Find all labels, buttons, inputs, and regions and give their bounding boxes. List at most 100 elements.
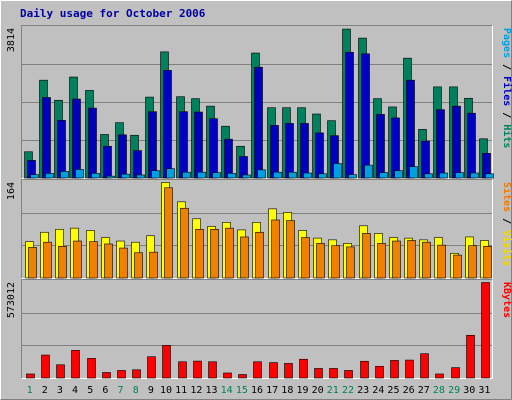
bar-visits-sites-29: [453, 254, 462, 279]
x-tick-label: 30: [463, 385, 475, 396]
bar-hits-pages-14: [227, 173, 236, 179]
bar-hits-pages-21: [333, 163, 342, 179]
bar-hits-pages-24: [379, 172, 388, 179]
bar-hits-files-10: [163, 70, 172, 179]
x-tick-label: 26: [403, 385, 415, 396]
bar-hits-pages-29: [455, 172, 464, 179]
x-tick-label: 29: [448, 385, 460, 396]
bar-kbytes-kbytes-13: [208, 361, 217, 379]
bar-hits-pages-17: [273, 171, 282, 179]
bar-hits-pages-15: [242, 174, 251, 179]
x-tick-label: 25: [387, 385, 399, 396]
bar-visits-sites-13: [210, 229, 219, 279]
bar-kbytes-kbytes-12: [193, 360, 202, 379]
bar-visits-sites-4: [73, 240, 82, 279]
x-tick-label: 13: [205, 385, 217, 396]
x-tick-label: 4: [72, 385, 78, 396]
bar-hits-pages-22: [348, 174, 357, 179]
x-tick-label: 15: [236, 385, 248, 396]
bar-hits-files-9: [148, 111, 157, 179]
y-max-label-hits: 3814: [6, 28, 17, 52]
bar-kbytes-kbytes-18: [284, 363, 293, 379]
bar-visits-sites-1: [28, 247, 37, 279]
bar-hits-files-20: [315, 132, 324, 179]
bar-visits-sites-26: [407, 240, 416, 279]
bar-kbytes-kbytes-8: [132, 369, 141, 379]
bar-hits-files-13: [209, 118, 218, 179]
bar-hits-pages-3: [60, 171, 69, 179]
legend-entry: /: [501, 212, 512, 230]
bar-hits-files-17: [270, 125, 279, 179]
bar-kbytes-kbytes-29: [451, 367, 460, 379]
bar-hits-files-12: [194, 111, 203, 179]
x-tick-label: 20: [312, 385, 324, 396]
bar-hits-files-14: [224, 138, 233, 179]
bar-kbytes-kbytes-19: [299, 358, 308, 379]
bar-hits-files-11: [179, 111, 188, 179]
bar-visits-sites-30: [468, 245, 477, 279]
bar-visits-sites-31: [483, 246, 492, 279]
bar-visits-sites-28: [437, 244, 446, 279]
y-max-label-visits: 164: [6, 182, 17, 200]
bar-kbytes-kbytes-27: [420, 353, 429, 379]
bar-kbytes-kbytes-15: [238, 374, 247, 379]
bar-hits-files-24: [376, 114, 385, 179]
bar-visits-sites-6: [104, 243, 113, 279]
bar-hits-pages-12: [197, 171, 206, 179]
bar-visits-sites-14: [225, 227, 234, 279]
bar-hits-files-7: [118, 134, 127, 179]
bar-hits-pages-19: [303, 172, 312, 179]
x-tick-label: 5: [87, 385, 93, 396]
x-tick-label: 9: [148, 385, 154, 396]
bar-kbytes-kbytes-31: [481, 282, 490, 379]
x-tick-label: 31: [478, 385, 490, 396]
bar-hits-files-8: [133, 150, 142, 179]
x-tick-label: 27: [418, 385, 430, 396]
bar-kbytes-kbytes-10: [162, 345, 171, 379]
bar-hits-pages-1: [30, 174, 39, 179]
bar-hits-files-26: [406, 79, 415, 179]
bar-visits-sites-11: [180, 207, 189, 279]
x-axis-labels: 1 2 3 4 5 6 7 8 9 10 11 12 13 14 15 16 17 18 19 20 21 22 23 24 2…: [27, 385, 491, 396]
bar-visits-sites-16: [255, 231, 264, 279]
bar-kbytes-kbytes-21: [329, 368, 338, 379]
x-tick-label: 10: [160, 385, 172, 396]
legend-entry: Visits: [501, 230, 512, 266]
bar-kbytes-kbytes-11: [178, 361, 187, 379]
x-tick-label: 6: [102, 385, 108, 396]
bar-hits-pages-8: [136, 174, 145, 179]
bar-hits-files-4: [72, 98, 81, 179]
bar-visits-sites-20: [316, 243, 325, 279]
legend-entry: Sites: [501, 182, 512, 212]
bar-hits-files-29: [452, 105, 461, 179]
bar-kbytes-kbytes-16: [253, 361, 262, 379]
y-max-label-kbytes: 573012: [6, 282, 17, 318]
bar-hits-pages-26: [409, 166, 418, 179]
bar-hits-pages-4: [75, 169, 84, 179]
bar-visits-sites-21: [331, 245, 340, 279]
x-tick-label: 7: [118, 385, 124, 396]
x-tick-label: 16: [251, 385, 263, 396]
bar-hits-files-27: [421, 140, 430, 179]
bar-kbytes-kbytes-7: [117, 370, 126, 379]
bar-visits-sites-8: [134, 252, 143, 279]
bar-hits-pages-30: [470, 172, 479, 179]
bar-visits-sites-25: [392, 240, 401, 279]
bar-visits-sites-17: [271, 219, 280, 279]
bar-hits-files-22: [345, 51, 354, 179]
x-tick-label: 1: [27, 385, 33, 396]
bar-visits-sites-15: [240, 236, 249, 279]
bar-hits-files-28: [436, 109, 445, 179]
bar-hits-files-19: [300, 123, 309, 179]
x-tick-label: 3: [57, 385, 63, 396]
bar-kbytes-kbytes-20: [314, 368, 323, 379]
x-tick-label: 2: [42, 385, 48, 396]
legend-entry: Hits: [501, 124, 512, 148]
bar-visits-sites-22: [346, 246, 355, 279]
bar-hits-files-5: [88, 107, 97, 179]
x-tick-label: 28: [433, 385, 445, 396]
bar-kbytes-kbytes-24: [375, 365, 384, 379]
x-tick-label: 24: [372, 385, 384, 396]
x-tick-label: 21: [327, 385, 339, 396]
